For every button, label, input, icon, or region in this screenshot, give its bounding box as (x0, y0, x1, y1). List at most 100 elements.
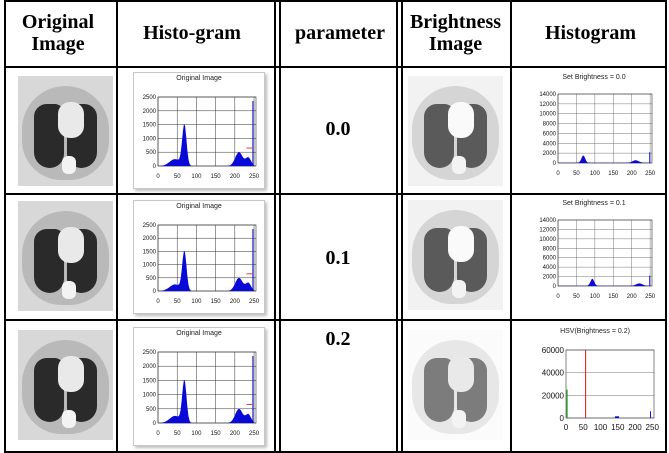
y-tick-label: 6000 (543, 131, 557, 137)
parameter-value: 0.2 (325, 328, 351, 350)
x-tick-label: 100 (594, 423, 608, 432)
histogram-title: HSV(Brightness = 0.2) (560, 328, 630, 335)
header-parameter: parameter (295, 22, 385, 44)
y-tick-label: 1000 (143, 136, 157, 142)
parameter-value: 0.1 (325, 247, 351, 269)
x-tick-label: 150 (608, 171, 619, 177)
x-tick-label: 250 (249, 431, 260, 437)
y-tick-label: 2000 (143, 236, 157, 242)
x-tick-label: 100 (191, 174, 202, 180)
x-tick-label: 100 (191, 431, 202, 437)
x-tick-label: 200 (230, 299, 241, 305)
y-tick-label: 4000 (543, 265, 557, 271)
rule-col3b (401, 0, 403, 453)
x-tick-label: 200 (627, 294, 638, 300)
y-tick-label: 0 (553, 284, 557, 290)
histogram-area (158, 123, 255, 166)
y-tick-label: 40000 (542, 369, 565, 378)
histogram-title: Original Image (176, 330, 222, 337)
x-tick-label: 200 (230, 431, 241, 437)
x-tick-label: 150 (211, 431, 222, 437)
original-histogram-chart: 2500 2000 1500 1000 500 0 0 50 100 150 200 250 (143, 350, 260, 437)
x-tick-label: 100 (590, 171, 601, 177)
brightness-histogram-panel: Set Brightness = 0.1 14000 12000 10000 8000… (530, 198, 658, 310)
y-tick-label: 1000 (143, 263, 157, 269)
y-tick-label: 2500 (143, 350, 157, 356)
x-tick-label: 100 (191, 299, 202, 305)
y-tick-label: 60000 (542, 346, 565, 355)
y-tick-label: 0 (153, 164, 157, 170)
y-tick-label: 0 (560, 414, 565, 423)
y-tick-label: 10000 (539, 237, 556, 243)
x-tick-label: 150 (611, 423, 625, 432)
y-tick-label: 500 (146, 407, 157, 413)
histogram-area (558, 278, 651, 286)
y-tick-label: 2000 (143, 109, 157, 115)
x-tick-label: 0 (556, 294, 560, 300)
x-tick-label: 100 (590, 294, 601, 300)
y-tick-label: 0 (153, 289, 157, 295)
original-histogram-panel: Original Image 2500 2000 1500 1000 500 0 0 50 10… (133, 72, 265, 189)
x-tick-label: 0 (156, 174, 160, 180)
y-tick-label: 14000 (539, 218, 556, 224)
rule-top (4, 0, 667, 2)
original-histogram-chart: 2500 2000 1500 1000 500 0 0 50 100 150 200 250 (143, 95, 260, 180)
x-tick-label: 50 (174, 299, 181, 305)
hsv-histogram-chart: 60000 40000 20000 00 50 100 150 200 250 (542, 346, 660, 432)
rule-header (4, 66, 667, 68)
rule-col4 (510, 0, 512, 453)
y-tick-label: 500 (146, 276, 157, 282)
ct-original-image (18, 76, 113, 186)
rule-right (665, 0, 667, 453)
x-tick-label: 50 (174, 431, 181, 437)
ct-original-image (18, 330, 113, 440)
y-tick-label: 8000 (543, 246, 557, 252)
brightness-histogram-panel: Set Brightness = 0.0 14000 12000 10000 8000… (530, 72, 658, 187)
histogram-title: Set Brightness = 0.1 (562, 200, 626, 207)
y-tick-label: 12000 (539, 227, 556, 233)
histogram-area (158, 250, 255, 291)
histogram-title: Original Image (176, 203, 222, 210)
brightness-histogram-chart: 14000 12000 10000 8000 6000 4000 2000 0 0 50 100 15… (539, 92, 656, 177)
rule-col2b (279, 0, 281, 453)
y-tick-label: 20000 (542, 391, 565, 400)
y-tick-label: 2000 (143, 364, 157, 370)
x-tick-label: 250 (645, 171, 656, 177)
ct-brightness-image (408, 76, 503, 186)
x-tick-label: 150 (608, 294, 619, 300)
rule-bottom (4, 451, 667, 453)
rule-col2a (274, 0, 276, 453)
x-tick-label: 150 (211, 174, 222, 180)
y-tick-label: 14000 (539, 92, 556, 98)
x-tick-label: 150 (211, 299, 222, 305)
ct-original-image (18, 201, 113, 311)
parameter-value: 0.0 (325, 118, 351, 140)
y-tick-label: 8000 (543, 122, 557, 128)
y-tick-label: 2500 (143, 95, 157, 101)
x-tick-label: 0 (564, 423, 569, 432)
brightness-histogram-chart: 14000 12000 10000 8000 6000 4000 2000 0 0 50 100 15… (539, 218, 656, 300)
y-tick-label: 4000 (543, 141, 557, 147)
x-tick-label: 0 (556, 171, 560, 177)
y-tick-label: 2500 (143, 223, 157, 229)
x-tick-label: 50 (579, 423, 588, 432)
header-brightness-image: Brightness Image (409, 11, 502, 55)
histogram-title: Set Brightness = 0.0 (562, 74, 626, 81)
y-tick-label: 0 (553, 161, 557, 167)
original-histogram-chart: 2500 2000 1500 1000 500 0 0 50 100 150 200 250 (143, 223, 260, 305)
x-tick-label: 250 (646, 423, 660, 432)
hsv-histogram-panel: HSV(Brightness = 0.2) 60000 40000 20000 0 0 5… (530, 326, 660, 444)
ct-brightness-image (408, 200, 503, 310)
y-tick-label: 500 (146, 150, 157, 156)
y-tick-label: 10000 (539, 112, 556, 118)
y-tick-label: 0 (153, 421, 157, 427)
rule-row1 (4, 193, 667, 195)
x-tick-label: 50 (573, 294, 580, 300)
x-tick-label: 250 (645, 294, 656, 300)
y-tick-label: 6000 (543, 256, 557, 262)
y-tick-label: 1500 (143, 249, 157, 255)
y-tick-label: 1500 (143, 378, 157, 384)
x-tick-label: 250 (249, 299, 260, 305)
x-tick-label: 0 (156, 299, 160, 305)
ct-brightness-image (408, 330, 503, 440)
